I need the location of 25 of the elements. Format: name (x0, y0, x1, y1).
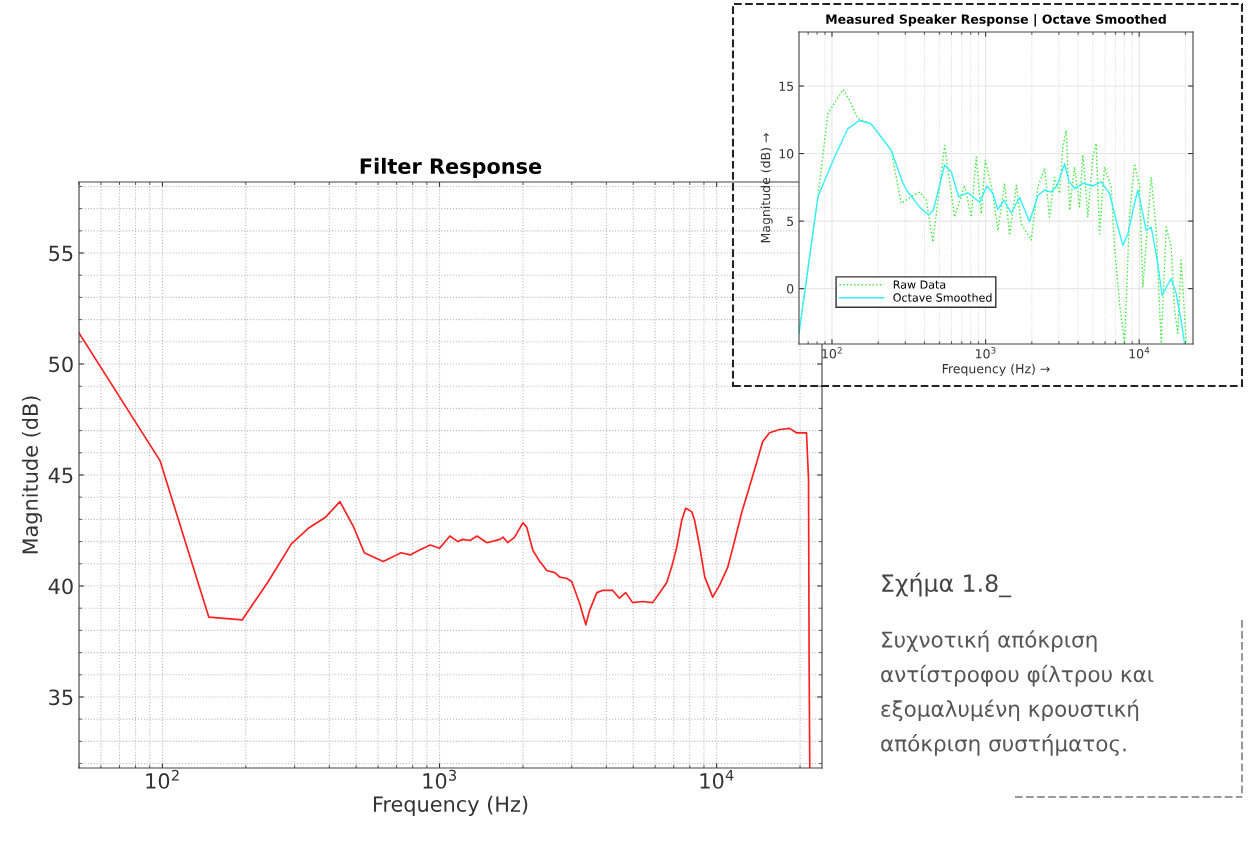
x-tick-label: 10$^{2}$ (822, 346, 842, 359)
legend-label: Raw Data (893, 280, 946, 289)
y-tick-label: 35 (49, 689, 73, 706)
legend-label: Octave Smoothed (893, 293, 992, 302)
x-tick-label: 10$^{2}$ (146, 769, 179, 789)
y-tick-label: 55 (49, 245, 73, 262)
y-axis-title: Magnitude (dB) (21, 396, 43, 554)
y-tick-label: 50 (49, 356, 73, 373)
x-tick-label: 10$^{3}$ (975, 346, 996, 359)
x-tick-label: 10$^{4}$ (1129, 347, 1150, 359)
x-tick-label: 10$^{3}$ (423, 769, 457, 789)
text: Σχήμα 1.8_ (882, 572, 1012, 598)
x-axis-title: Frequency (Hz) → (942, 363, 1050, 376)
y-tick-label: 15 (779, 81, 794, 91)
y-tick-label: 0 (787, 284, 794, 294)
chart-title: Filter Response (360, 157, 542, 178)
x-axis-title: Frequency (Hz) (373, 795, 528, 816)
x-tick-label: 10$^{4}$ (700, 769, 734, 789)
y-tick-label: 45 (48, 467, 73, 484)
y-axis-title: Magnitude (dB) → (760, 133, 773, 243)
chart-title: Measured Speaker Response | Octave Smoothed (826, 14, 1166, 27)
y-tick-label: 10 (779, 149, 794, 159)
y-tick-label: 40 (48, 578, 73, 595)
y-tick-label: 5 (787, 216, 794, 227)
text: Συχνοτική απόκριση αντίστροφου φίλτρου και εξομαλυμένη κρουστική απόκριση συστήματος. (881, 630, 1154, 756)
